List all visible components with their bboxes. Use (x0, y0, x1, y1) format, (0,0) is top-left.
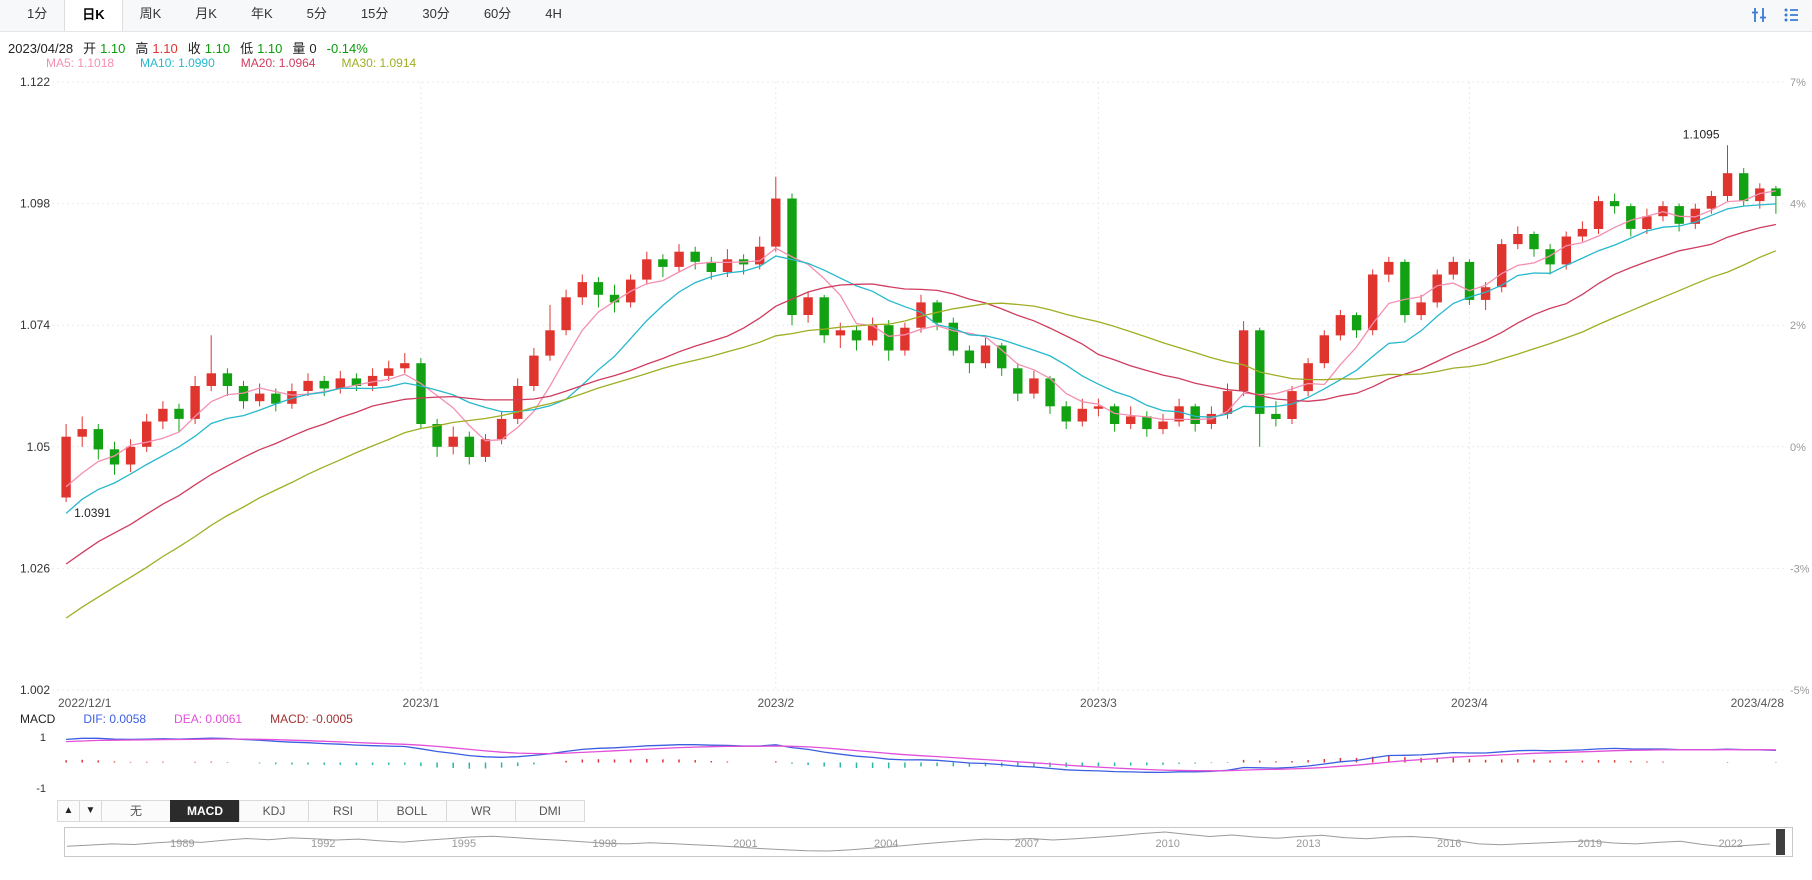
info-label-低: 低 (240, 41, 254, 56)
timeframe-tabbar: 1分 日K 周K 月K 年K 5分 15分 30分 60分 4H (0, 0, 1812, 32)
timeframe-tab-4H[interactable]: 4H (545, 6, 562, 21)
timeframe-tab-日K[interactable]: 日K (64, 0, 123, 31)
svg-text:7%: 7% (1790, 77, 1806, 89)
info-label-高: 高 (135, 41, 149, 56)
timeframe-tab-5分[interactable]: 5分 (306, 6, 327, 21)
ma-legend: MA5: 1.1018 MA10: 1.0990 MA20: 1.0964 MA30:… (46, 56, 442, 70)
ma-legend-ma5: MA5: 1.1018 (46, 56, 115, 70)
svg-text:0%: 0% (1790, 442, 1806, 454)
indicator-tabbar: ▲ ▼ 无 MACD KDJ RSI BOLL WR DMI (57, 800, 585, 822)
svg-text:1998: 1998 (592, 838, 616, 850)
timeframe-tab-年K[interactable]: 年K (250, 6, 273, 21)
timeframe-tabs: 1分 日K 周K 月K 年K 5分 15分 30分 60分 4H (10, 0, 579, 31)
timeframe-tab-60分[interactable]: 60分 (483, 6, 512, 21)
timeframe-tab-15分[interactable]: 15分 (360, 6, 389, 21)
more-menu-icon[interactable] (1782, 6, 1800, 24)
svg-text:2%: 2% (1790, 320, 1806, 332)
indicator-down-button[interactable]: ▼ (79, 800, 102, 822)
indicator-tab-KDJ[interactable]: KDJ (239, 800, 309, 822)
svg-text:2001: 2001 (733, 838, 757, 850)
svg-text:2022: 2022 (1718, 838, 1742, 850)
info-date: 2023/04/28 (8, 41, 74, 56)
macd-dea-value: DEA: 0.0061 (174, 712, 243, 726)
svg-text:2023/3: 2023/3 (1080, 696, 1117, 710)
svg-text:1.098: 1.098 (20, 197, 50, 211)
svg-text:-1: -1 (36, 783, 46, 795)
timeframe-tab-30分[interactable]: 30分 (422, 6, 450, 21)
ma-legend-ma30: MA30: 1.0914 (341, 56, 417, 70)
tabbar-icons (1750, 6, 1800, 24)
indicator-tab-BOLL[interactable]: BOLL (377, 800, 447, 822)
info-value-高: 1.10 (152, 41, 178, 56)
navigator-handle (1776, 829, 1785, 855)
indicator-up-button[interactable]: ▲ (57, 800, 80, 822)
svg-text:1995: 1995 (452, 838, 476, 850)
svg-text:2023/2: 2023/2 (757, 696, 794, 710)
svg-text:1.074: 1.074 (20, 318, 50, 332)
macd-legend: MACD DIF: 0.0058 DEA: 0.0061 MACD: -0.0005 (20, 712, 381, 726)
macd-dif-value: DIF: 0.0058 (83, 712, 147, 726)
svg-text:1.026: 1.026 (20, 561, 50, 575)
svg-text:1992: 1992 (311, 838, 335, 850)
macd-hist-value: MACD: -0.0005 (270, 712, 353, 726)
svg-text:2023/1: 2023/1 (403, 696, 440, 710)
ohlc-info-bar: 2023/04/28 开 1.10 高 1.10 收 1.10 低 1.10 量 0 -0.14% (8, 38, 368, 57)
info-value-收: 1.10 (204, 41, 231, 56)
svg-text:1.002: 1.002 (20, 683, 50, 697)
info-label-开: 开 (83, 41, 97, 56)
indicator-tab-MACD[interactable]: MACD (170, 800, 240, 822)
macd-title: MACD (20, 712, 56, 726)
ma-legend-ma10: MA10: 1.0990 (140, 56, 215, 70)
svg-text:2022/12/1: 2022/12/1 (58, 696, 112, 710)
timeline-minichart: 1989 1992 1995 1998 2001 2004 2007 2010 2013 2016… (66, 829, 1785, 855)
svg-text:4%: 4% (1790, 199, 1806, 211)
svg-text:2004: 2004 (874, 838, 898, 850)
info-label-收: 收 (187, 41, 201, 56)
info-value-开: 1.10 (100, 41, 126, 56)
indicator-tab-RSI[interactable]: RSI (308, 800, 378, 822)
indicator-tab-WR[interactable]: WR (446, 800, 516, 822)
candlestick-chart[interactable]: 1.122 7% 1.098 4% 1.074 2% 1.05 0% 1.026 -3% 1.002… (0, 70, 1812, 718)
svg-text:2013: 2013 (1296, 838, 1320, 850)
svg-text:1.1095: 1.1095 (1683, 127, 1720, 141)
indicator-settings-icon[interactable] (1750, 6, 1768, 24)
svg-text:2007: 2007 (1015, 838, 1039, 850)
info-label-量: 量 (292, 41, 306, 56)
ma-legend-ma20: MA20: 1.0964 (240, 56, 316, 70)
svg-text:1.122: 1.122 (20, 75, 50, 89)
svg-text:2023/4/28: 2023/4/28 (1731, 696, 1785, 710)
indicator-tab-DMI[interactable]: DMI (515, 800, 585, 822)
svg-text:1: 1 (40, 732, 46, 744)
timeframe-tab-月K[interactable]: 月K (195, 6, 217, 21)
timeframe-tab-1分[interactable]: 1分 (27, 6, 48, 21)
svg-text:2010: 2010 (1155, 838, 1179, 850)
svg-text:1.0391: 1.0391 (74, 506, 111, 520)
svg-text:2019: 2019 (1578, 838, 1602, 850)
change-percent: -0.14% (326, 41, 368, 56)
indicator-tab-无[interactable]: 无 (101, 800, 171, 822)
timeframe-tab-周K[interactable]: 周K (139, 6, 162, 21)
timeline-navigator[interactable]: 1989 1992 1995 1998 2001 2004 2007 2010 2013 2016… (64, 827, 1793, 857)
svg-text:-5%: -5% (1790, 685, 1810, 697)
svg-text:2023/4: 2023/4 (1451, 696, 1488, 710)
macd-panel[interactable]: 1 -1 (0, 710, 1812, 802)
info-value-低: 1.10 (257, 41, 283, 56)
svg-text:1989: 1989 (170, 838, 194, 850)
svg-text:2016: 2016 (1437, 838, 1461, 850)
svg-text:-3%: -3% (1790, 563, 1810, 575)
svg-text:1.05: 1.05 (27, 440, 51, 454)
info-value-量: 0 (309, 41, 317, 56)
